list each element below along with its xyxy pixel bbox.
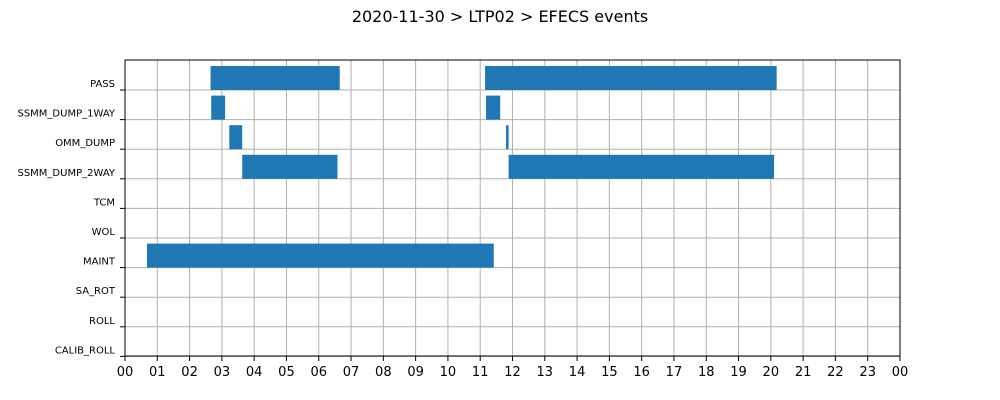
x-tick-label: 16 [633, 365, 650, 380]
category-label: OMM_DUMP [55, 138, 115, 149]
x-tick-label: 12 [504, 365, 521, 380]
x-tick-label: 20 [763, 365, 780, 380]
event-bar-ssmm-dump-2way [508, 154, 775, 179]
category-label: SA_ROT [76, 286, 116, 297]
chart-title: 2020-11-30 > LTP02 > EFECS events [352, 7, 648, 26]
x-tick-label: 18 [698, 365, 715, 380]
event-bar-ssmm-dump-1way [211, 95, 226, 120]
event-bar-omm-dump [506, 125, 509, 150]
x-tick-label: 05 [278, 365, 295, 380]
event-bar-ssmm-dump-2way [242, 154, 338, 179]
x-tick-label: 00 [892, 365, 909, 380]
category-label: WOL [92, 227, 116, 238]
x-tick-label: 03 [214, 365, 231, 380]
x-tick-label: 14 [569, 365, 586, 380]
grid [124, 60, 901, 357]
event-bar-ssmm-dump-1way [486, 95, 501, 120]
x-tick-label: 23 [859, 365, 876, 380]
category-label: SSMM_DUMP_2WAY [17, 168, 115, 179]
category-label: TCM [93, 197, 115, 208]
x-tick-label: 15 [601, 365, 618, 380]
event-bar-maint [146, 243, 494, 268]
x-tick-label: 19 [730, 365, 747, 380]
event-bars [146, 66, 777, 268]
x-tick-label: 09 [407, 365, 424, 380]
category-label: PASS [90, 79, 115, 90]
event-bar-pass [210, 66, 340, 90]
x-tick-label: 22 [827, 365, 844, 380]
plot-frame [124, 59, 901, 357]
x-tick-label: 11 [472, 365, 489, 380]
category-label: ROLL [89, 316, 115, 327]
x-tick-label: 07 [343, 365, 360, 380]
x-tick-label: 17 [666, 365, 683, 380]
x-tick-label: 21 [795, 365, 812, 380]
x-tick-label: 10 [440, 365, 457, 380]
event-bar-omm-dump [229, 125, 243, 150]
event-bar-pass [485, 66, 777, 90]
x-tick-label: 02 [181, 365, 198, 380]
x-tick-label: 08 [375, 365, 392, 380]
category-label: CALIB_ROLL [55, 345, 116, 356]
axes: 00 01 02 03 04 05 06 07 08 09 10 11 12 13 14 15 16 17 18 19… [17, 79, 908, 380]
x-tick-label: 06 [310, 365, 327, 380]
x-tick-label: 01 [149, 365, 166, 380]
x-tick-label: 13 [537, 365, 554, 380]
category-label: MAINT [83, 257, 116, 268]
category-label: SSMM_DUMP_1WAY [17, 109, 115, 120]
x-tick-label: 00 [117, 365, 134, 380]
x-tick-label: 04 [246, 365, 263, 380]
